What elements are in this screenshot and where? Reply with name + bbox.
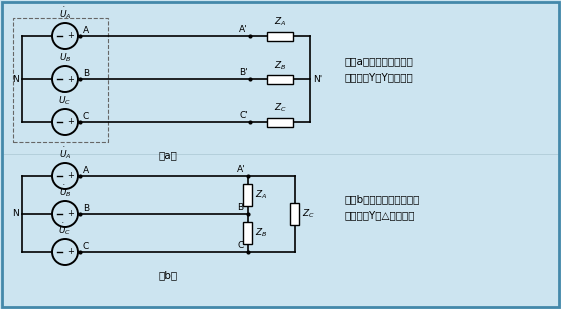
Text: +: + [67, 74, 73, 83]
Text: +: + [67, 32, 73, 40]
Text: C': C' [239, 111, 248, 120]
Bar [267, 32, 293, 40]
Text: $\dot{U}_B$: $\dot{U}_B$ [59, 184, 71, 199]
Text: $Z_A$: $Z_A$ [274, 16, 286, 28]
Text: $Z_C$: $Z_C$ [302, 208, 315, 220]
Bar [243, 222, 252, 244]
Text: A: A [83, 166, 89, 175]
Bar [13, 18, 108, 142]
Text: $Z_B$: $Z_B$ [274, 59, 286, 71]
Text: N': N' [313, 74, 322, 83]
Bar [243, 184, 252, 206]
Text: $Z_C$: $Z_C$ [274, 102, 287, 115]
Text: +: + [67, 117, 73, 126]
Text: $\dot{U}_C$: $\dot{U}_C$ [58, 222, 72, 237]
Text: B: B [83, 69, 89, 78]
Text: $\dot{U}_B$: $\dot{U}_B$ [59, 49, 71, 64]
Text: C: C [83, 242, 89, 251]
Bar [267, 74, 293, 83]
Text: $Z_B$: $Z_B$ [255, 227, 268, 239]
Bar [291, 203, 300, 225]
Text: $\dot{U}_A$: $\dot{U}_A$ [59, 146, 71, 161]
Text: B: B [83, 204, 89, 213]
Text: N: N [12, 210, 19, 218]
Text: +: + [67, 171, 73, 180]
Text: $\dot{U}_C$: $\dot{U}_C$ [58, 91, 72, 107]
Text: +: + [67, 248, 73, 256]
Text: 形负载的Y－Y连接方式: 形负载的Y－Y连接方式 [345, 72, 414, 82]
Text: B': B' [240, 68, 248, 77]
Text: B': B' [237, 203, 246, 212]
Text: +: + [67, 210, 73, 218]
Text: $\dot{U}_A$: $\dot{U}_A$ [59, 6, 71, 21]
Text: C: C [83, 112, 89, 121]
Text: N: N [12, 74, 19, 83]
Text: 形负载的Y－△连接方式: 形负载的Y－△连接方式 [345, 210, 416, 220]
Text: （a）: （a） [159, 150, 177, 160]
Text: A': A' [237, 165, 246, 174]
Text: A': A' [240, 25, 248, 34]
Text: 图（b）为星形电源与三角: 图（b）为星形电源与三角 [345, 194, 420, 204]
Bar [267, 117, 293, 126]
Text: A: A [83, 26, 89, 35]
Text: $Z_A$: $Z_A$ [255, 189, 267, 201]
Text: C': C' [237, 241, 246, 250]
Text: （b）: （b） [158, 270, 178, 280]
Text: 图（a）为星形电源与星: 图（a）为星形电源与星 [345, 56, 414, 66]
